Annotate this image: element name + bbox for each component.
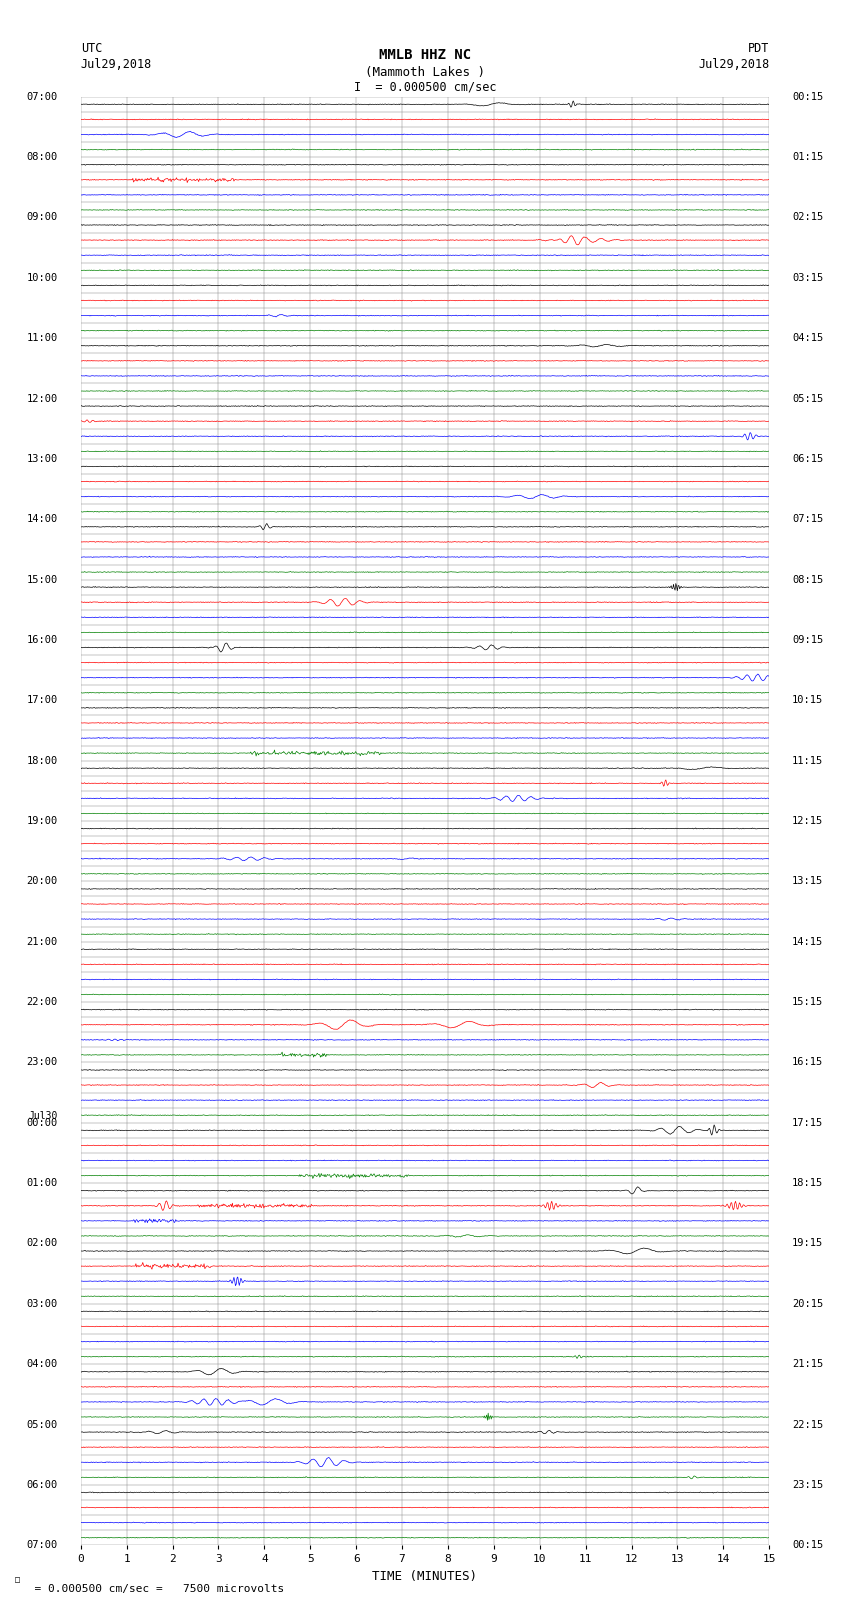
- Text: 02:15: 02:15: [792, 213, 824, 223]
- Text: 14:15: 14:15: [792, 937, 824, 947]
- Text: 10:00: 10:00: [26, 273, 58, 282]
- Text: 21:15: 21:15: [792, 1360, 824, 1369]
- Text: 07:00: 07:00: [26, 92, 58, 102]
- Text: 04:15: 04:15: [792, 334, 824, 344]
- Text: 01:15: 01:15: [792, 152, 824, 163]
- Text: 09:15: 09:15: [792, 636, 824, 645]
- Text: 07:15: 07:15: [792, 515, 824, 524]
- Text: PDT: PDT: [748, 42, 769, 55]
- Text: □: □: [15, 1574, 20, 1584]
- Text: (Mammoth Lakes ): (Mammoth Lakes ): [365, 66, 485, 79]
- Text: 21:00: 21:00: [26, 937, 58, 947]
- Text: MMLB HHZ NC: MMLB HHZ NC: [379, 48, 471, 63]
- Text: 00:15: 00:15: [792, 1540, 824, 1550]
- Text: 20:00: 20:00: [26, 876, 58, 887]
- Text: 05:15: 05:15: [792, 394, 824, 403]
- Text: 19:15: 19:15: [792, 1239, 824, 1248]
- Text: 11:00: 11:00: [26, 334, 58, 344]
- Text: 15:15: 15:15: [792, 997, 824, 1007]
- Text: Jul29,2018: Jul29,2018: [698, 58, 769, 71]
- Text: 03:15: 03:15: [792, 273, 824, 282]
- Text: 09:00: 09:00: [26, 213, 58, 223]
- Text: 02:00: 02:00: [26, 1239, 58, 1248]
- Text: 08:00: 08:00: [26, 152, 58, 163]
- Text: 18:00: 18:00: [26, 755, 58, 766]
- Text: Jul29,2018: Jul29,2018: [81, 58, 152, 71]
- Text: 14:00: 14:00: [26, 515, 58, 524]
- Text: I  = 0.000500 cm/sec: I = 0.000500 cm/sec: [354, 81, 496, 94]
- X-axis label: TIME (MINUTES): TIME (MINUTES): [372, 1569, 478, 1582]
- Text: 13:00: 13:00: [26, 453, 58, 465]
- Text: 05:00: 05:00: [26, 1419, 58, 1429]
- Text: 08:15: 08:15: [792, 574, 824, 584]
- Text: 04:00: 04:00: [26, 1360, 58, 1369]
- Text: 18:15: 18:15: [792, 1177, 824, 1189]
- Text: 22:15: 22:15: [792, 1419, 824, 1429]
- Text: 01:00: 01:00: [26, 1177, 58, 1189]
- Text: 12:15: 12:15: [792, 816, 824, 826]
- Text: 17:15: 17:15: [792, 1118, 824, 1127]
- Text: 23:15: 23:15: [792, 1479, 824, 1490]
- Text: 06:00: 06:00: [26, 1479, 58, 1490]
- Text: 11:15: 11:15: [792, 755, 824, 766]
- Text: 06:15: 06:15: [792, 453, 824, 465]
- Text: 20:15: 20:15: [792, 1298, 824, 1308]
- Text: 03:00: 03:00: [26, 1298, 58, 1308]
- Text: 22:00: 22:00: [26, 997, 58, 1007]
- Text: 16:15: 16:15: [792, 1058, 824, 1068]
- Text: 17:00: 17:00: [26, 695, 58, 705]
- Text: 12:00: 12:00: [26, 394, 58, 403]
- Text: 13:15: 13:15: [792, 876, 824, 887]
- Text: 07:00: 07:00: [26, 1540, 58, 1550]
- Text: 00:00: 00:00: [26, 1118, 58, 1127]
- Text: 16:00: 16:00: [26, 636, 58, 645]
- Text: 23:00: 23:00: [26, 1058, 58, 1068]
- Text: UTC: UTC: [81, 42, 102, 55]
- Text: 15:00: 15:00: [26, 574, 58, 584]
- Text: = 0.000500 cm/sec =   7500 microvolts: = 0.000500 cm/sec = 7500 microvolts: [21, 1584, 285, 1594]
- Text: 10:15: 10:15: [792, 695, 824, 705]
- Text: 00:15: 00:15: [792, 92, 824, 102]
- Text: Jul30: Jul30: [28, 1110, 58, 1121]
- Text: 19:00: 19:00: [26, 816, 58, 826]
